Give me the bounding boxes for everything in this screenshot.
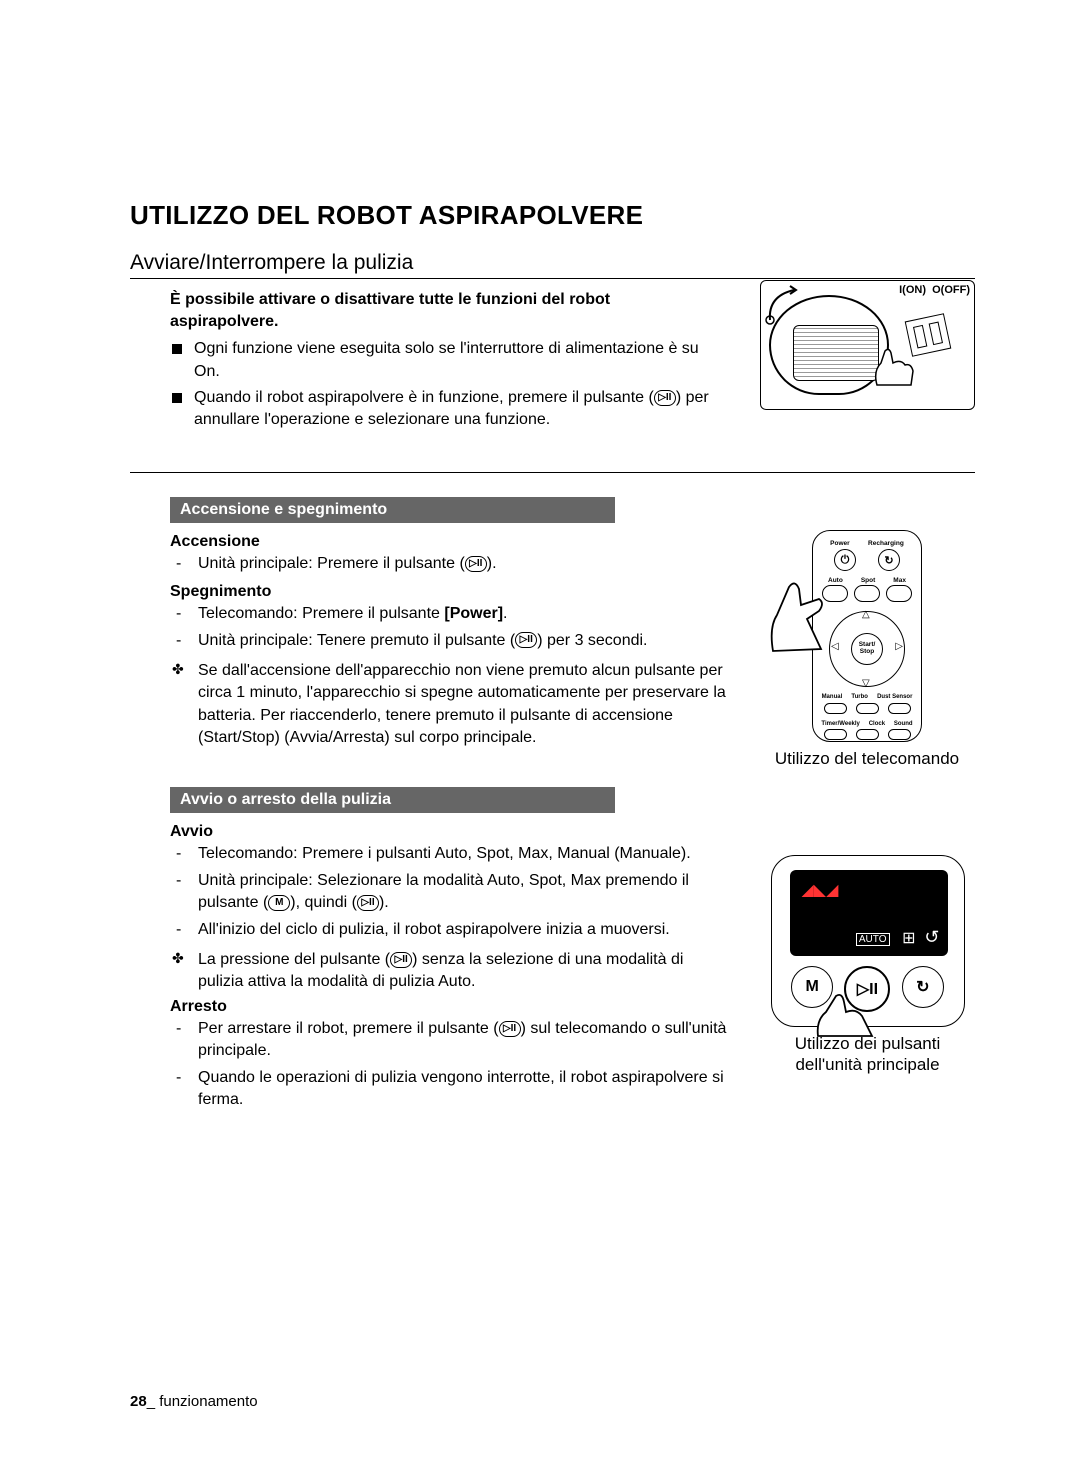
play-pause-icon: ▷II xyxy=(465,556,487,572)
play-pause-icon: ▷II xyxy=(390,952,412,968)
page-footer: 28_ funzionamento xyxy=(130,1393,258,1410)
hand-icon xyxy=(816,992,876,1038)
list-item: Unità principale: Selezionare la modalit… xyxy=(170,870,730,915)
on-off-label: I(ON) O(OFF) xyxy=(899,284,970,296)
figure-caption: Utilizzo del telecomando xyxy=(772,748,962,769)
list-item: Quando le operazioni di pulizia vengono … xyxy=(170,1067,730,1112)
arrow-icon xyxy=(764,284,806,326)
figure-robot-switch: I(ON) O(OFF) xyxy=(760,280,975,410)
list-item: Unità principale: Premere il pulsante (▷… xyxy=(170,553,730,575)
play-pause-icon: ▷II xyxy=(654,390,676,406)
page-title: UTILIZZO DEL ROBOT ASPIRAPOLVERE xyxy=(130,200,975,231)
section-bar: Avvio o arresto della pulizia xyxy=(170,787,615,813)
list-item: Telecomando: Premere i pulsanti Auto, Sp… xyxy=(170,843,730,865)
mode-icon: M xyxy=(268,895,290,911)
play-pause-icon: ▷II xyxy=(499,1021,521,1037)
note-item: La pressione del pulsante (▷II) senza la… xyxy=(170,949,730,994)
recharge-icon: ↻ xyxy=(878,549,900,571)
list-item: All'inizio del ciclo di pulizia, il robo… xyxy=(170,919,730,941)
bullet-item: Ogni funzione viene eseguita solo se l'i… xyxy=(170,338,710,383)
bullet-item: Quando il robot aspirapolvere è in funzi… xyxy=(170,387,710,432)
figure-main-panel: ◢◣◢ AUTO ⊞ ↺ M ▷II ↻ Utilizzo dei pulsan… xyxy=(760,855,975,1076)
section-bar: Accensione e spegnimento xyxy=(170,497,615,523)
note-item: Se dall'accensione dell'apparecchio non … xyxy=(170,660,730,750)
divider xyxy=(130,472,975,473)
list-item: Per arrestare il robot, premere il pulsa… xyxy=(170,1018,730,1063)
section-subtitle: Avviare/Interrompere la pulizia xyxy=(130,251,975,279)
play-pause-icon: ▷II xyxy=(357,895,379,911)
recharge-button-icon: ↻ xyxy=(902,966,944,1008)
dpad-icon: Start/Stop △ ▽ ◁ ▷ xyxy=(829,611,905,687)
power-icon: ⏻ xyxy=(834,549,856,571)
figure-caption: Utilizzo dei pulsanti dell'unità princip… xyxy=(760,1033,975,1076)
play-pause-icon: ▷II xyxy=(515,632,537,648)
panel-screen-icon: ◢◣◢ AUTO ⊞ ↺ xyxy=(790,870,948,956)
sub-head: Avvio xyxy=(170,823,975,841)
list-item: Telecomando: Premere il pulsante [Power]… xyxy=(170,603,730,625)
list-item: Unità principale: Tenere premuto il puls… xyxy=(170,630,730,652)
intro-bold: È possibile attivare o disattivare tutte… xyxy=(170,289,700,332)
hand-icon xyxy=(871,341,921,391)
figure-remote: PowerRecharging ⏻ ↻ AutoSpotMax Start/St… xyxy=(772,530,962,769)
